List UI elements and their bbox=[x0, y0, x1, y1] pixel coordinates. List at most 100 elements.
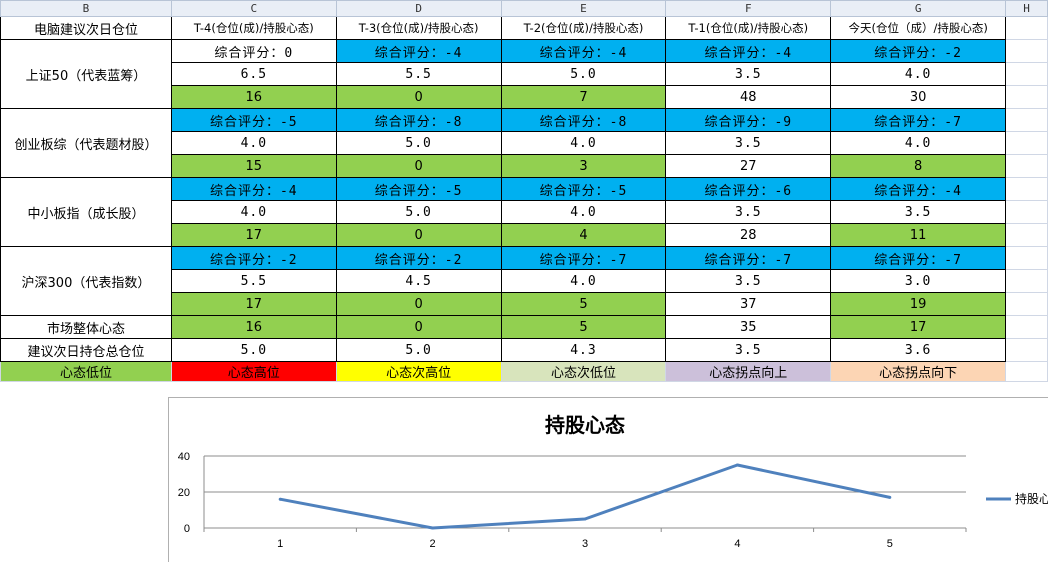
total-position-cell[interactable]: 3.5 bbox=[665, 338, 832, 362]
position-cell[interactable]: 3.5 bbox=[665, 269, 832, 293]
index-name[interactable]: 创业板综（代表题材股） bbox=[0, 108, 172, 178]
score-cell[interactable]: 综合评分：-5 bbox=[335, 177, 502, 201]
empty-cell[interactable] bbox=[1005, 16, 1048, 40]
position-cell[interactable]: 4.0 bbox=[500, 269, 667, 293]
index-name[interactable]: 沪深300（代表指数） bbox=[0, 246, 172, 316]
empty-cell[interactable] bbox=[1005, 62, 1048, 86]
position-cell[interactable]: 5.0 bbox=[335, 131, 502, 155]
series-point[interactable] bbox=[278, 497, 282, 501]
column-header-g[interactable]: G bbox=[830, 0, 1007, 17]
index-name[interactable]: 上证50（代表蓝筹） bbox=[0, 39, 172, 109]
legend-cell[interactable]: 心态次高位 bbox=[335, 361, 502, 382]
score-cell[interactable]: 综合评分：-8 bbox=[500, 108, 667, 132]
position-cell[interactable]: 3.0 bbox=[830, 269, 1007, 293]
empty-cell[interactable] bbox=[1005, 269, 1048, 293]
position-cell[interactable]: 4.0 bbox=[830, 131, 1007, 155]
legend-cell[interactable]: 心态高位 bbox=[170, 361, 337, 382]
mood-cell[interactable]: 0 bbox=[335, 292, 502, 316]
mood-cell[interactable]: 0 bbox=[335, 154, 502, 178]
column-header-f[interactable]: F bbox=[665, 0, 832, 17]
score-cell[interactable]: 综合评分：0 bbox=[170, 39, 337, 63]
empty-cell[interactable] bbox=[1005, 39, 1048, 63]
market-mood-cell[interactable]: 35 bbox=[665, 315, 832, 339]
mood-cell[interactable]: 17 bbox=[170, 223, 337, 247]
score-cell[interactable]: 综合评分：-4 bbox=[665, 39, 832, 63]
market-mood-cell[interactable]: 17 bbox=[830, 315, 1007, 339]
mood-cell[interactable]: 11 bbox=[830, 223, 1007, 247]
position-cell[interactable]: 5.5 bbox=[335, 62, 502, 86]
total-position-cell[interactable]: 4.3 bbox=[500, 338, 667, 362]
mood-cell[interactable]: 37 bbox=[665, 292, 832, 316]
position-cell[interactable]: 3.5 bbox=[665, 200, 832, 224]
mood-cell[interactable]: 4 bbox=[500, 223, 667, 247]
legend-cell[interactable]: 心态拐点向下 bbox=[830, 361, 1007, 382]
score-cell[interactable]: 综合评分：-2 bbox=[830, 39, 1007, 63]
position-cell[interactable]: 5.0 bbox=[500, 62, 667, 86]
position-cell[interactable]: 3.5 bbox=[665, 131, 832, 155]
position-cell[interactable]: 5.5 bbox=[170, 269, 337, 293]
total-position-cell[interactable]: 5.0 bbox=[170, 338, 337, 362]
index-name[interactable]: 中小板指（成长股） bbox=[0, 177, 172, 247]
score-cell[interactable]: 综合评分：-4 bbox=[170, 177, 337, 201]
legend-cell[interactable]: 心态次低位 bbox=[500, 361, 667, 382]
legend-cell[interactable]: 心态拐点向上 bbox=[665, 361, 832, 382]
mood-cell[interactable]: 15 bbox=[170, 154, 337, 178]
position-cell[interactable]: 4.5 bbox=[335, 269, 502, 293]
mood-line-chart[interactable]: 持股心态 0 20 40 1 2 3 4 5 持股心 bbox=[168, 397, 1048, 562]
empty-cell[interactable] bbox=[1005, 108, 1048, 132]
empty-cell[interactable] bbox=[1005, 85, 1048, 109]
score-cell[interactable]: 综合评分：-5 bbox=[500, 177, 667, 201]
series-point[interactable] bbox=[888, 495, 892, 499]
series-point[interactable] bbox=[735, 463, 739, 467]
mood-cell[interactable]: 28 bbox=[665, 223, 832, 247]
series-point[interactable] bbox=[431, 526, 435, 530]
header-f[interactable]: T-1(仓位(成)/持股心态) bbox=[665, 16, 832, 40]
mood-cell[interactable]: 16 bbox=[170, 85, 337, 109]
market-mood-cell[interactable]: 16 bbox=[170, 315, 337, 339]
position-cell[interactable]: 4.0 bbox=[830, 62, 1007, 86]
score-cell[interactable]: 综合评分：-7 bbox=[665, 246, 832, 270]
mood-cell[interactable]: 8 bbox=[830, 154, 1007, 178]
position-cell[interactable]: 4.0 bbox=[500, 131, 667, 155]
header-e[interactable]: T-2(仓位(成)/持股心态) bbox=[500, 16, 667, 40]
score-cell[interactable]: 综合评分：-2 bbox=[170, 246, 337, 270]
mood-cell[interactable]: 27 bbox=[665, 154, 832, 178]
empty-cell[interactable] bbox=[1005, 246, 1048, 270]
header-g[interactable]: 今天(仓位（成）/持股心态) bbox=[830, 16, 1007, 40]
score-cell[interactable]: 综合评分：-7 bbox=[830, 108, 1007, 132]
mood-cell[interactable]: 48 bbox=[665, 85, 832, 109]
position-cell[interactable]: 6.5 bbox=[170, 62, 337, 86]
series-point[interactable] bbox=[583, 517, 587, 521]
mood-cell[interactable]: 19 bbox=[830, 292, 1007, 316]
score-cell[interactable]: 综合评分：-9 bbox=[665, 108, 832, 132]
score-cell[interactable]: 综合评分：-8 bbox=[335, 108, 502, 132]
position-cell[interactable]: 4.0 bbox=[170, 131, 337, 155]
column-header-h[interactable]: H bbox=[1005, 0, 1048, 17]
empty-cell[interactable] bbox=[1005, 223, 1048, 247]
score-cell[interactable]: 综合评分：-4 bbox=[500, 39, 667, 63]
mood-cell[interactable]: 30 bbox=[830, 85, 1007, 109]
empty-cell[interactable] bbox=[1005, 338, 1048, 362]
empty-cell[interactable] bbox=[1005, 177, 1048, 201]
total-position-label[interactable]: 建议次日持仓总仓位 bbox=[0, 338, 172, 362]
position-cell[interactable]: 3.5 bbox=[830, 200, 1007, 224]
market-mood-cell[interactable]: 5 bbox=[500, 315, 667, 339]
score-cell[interactable]: 综合评分：-5 bbox=[170, 108, 337, 132]
total-position-cell[interactable]: 5.0 bbox=[335, 338, 502, 362]
position-cell[interactable]: 3.5 bbox=[665, 62, 832, 86]
header-suggested-position[interactable]: 电脑建议次日仓位 bbox=[0, 16, 172, 40]
position-cell[interactable]: 4.0 bbox=[170, 200, 337, 224]
market-mood-label[interactable]: 市场整体心态 bbox=[0, 315, 172, 339]
empty-cell[interactable] bbox=[1005, 315, 1048, 339]
score-cell[interactable]: 综合评分：-2 bbox=[335, 246, 502, 270]
header-d[interactable]: T-3(仓位(成)/持股心态) bbox=[335, 16, 502, 40]
empty-cell[interactable] bbox=[1005, 131, 1048, 155]
market-mood-cell[interactable]: 0 bbox=[335, 315, 502, 339]
column-header-e[interactable]: E bbox=[500, 0, 667, 17]
column-header-d[interactable]: D bbox=[335, 0, 502, 17]
header-c[interactable]: T-4(仓位(成)/持股心态) bbox=[170, 16, 337, 40]
score-cell[interactable]: 综合评分：-4 bbox=[830, 177, 1007, 201]
mood-cell[interactable]: 0 bbox=[335, 85, 502, 109]
total-position-cell[interactable]: 3.6 bbox=[830, 338, 1007, 362]
empty-cell[interactable] bbox=[1005, 361, 1048, 382]
